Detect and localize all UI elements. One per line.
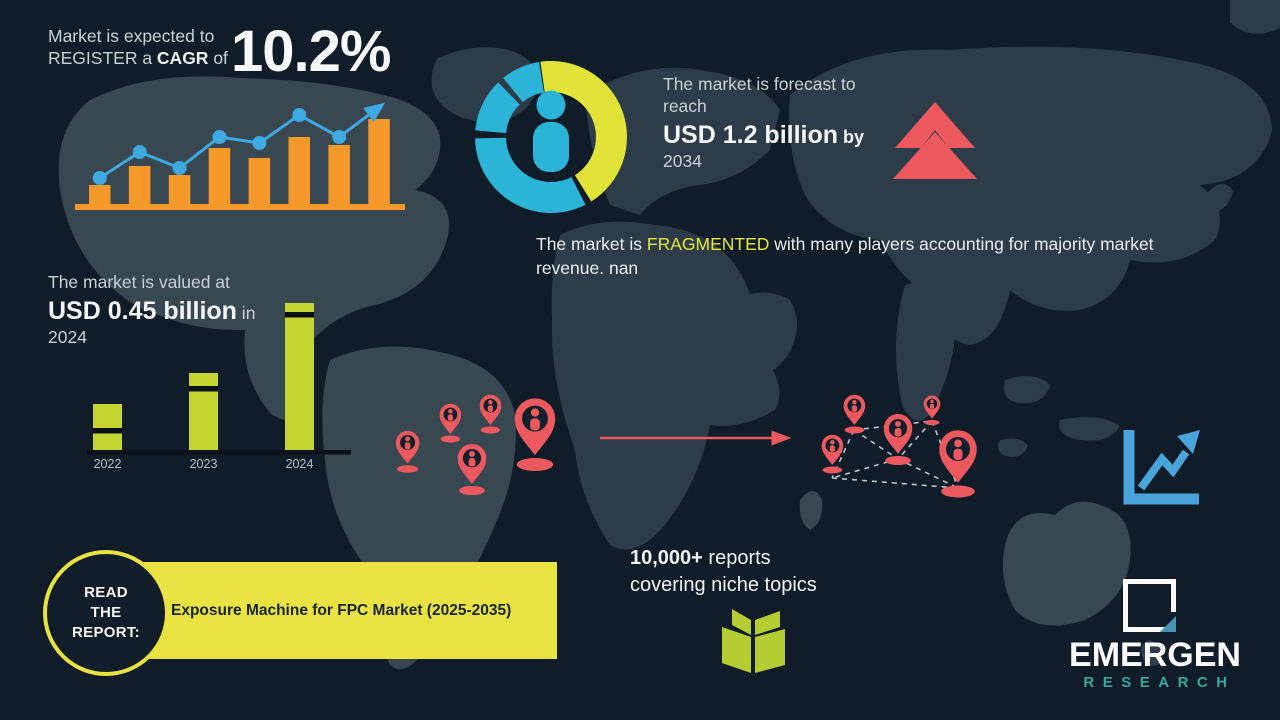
promo-line1: 10,000+ reports xyxy=(630,547,771,569)
report-title-banner[interactable]: Exposure Machine for FPC Market (2025-20… xyxy=(103,562,557,659)
person-icon xyxy=(533,90,569,172)
cagr-line1: Market is expected to xyxy=(48,26,215,46)
brand-name: EMERGEN xyxy=(1069,636,1241,674)
reports-promo: 10,000+ reports covering niche topics xyxy=(630,545,910,599)
emergen-logo xyxy=(1123,579,1176,632)
cagr-growth-bar-chart xyxy=(75,102,405,210)
valued-value: USD 0.45 billion in xyxy=(48,297,256,325)
brand-subtitle: RESEARCH xyxy=(1083,674,1236,691)
open-book-icon xyxy=(722,609,785,673)
double-up-arrow-icon xyxy=(893,102,977,179)
growth-chart-icon xyxy=(1123,430,1200,505)
market-share-donut-chart xyxy=(475,61,627,214)
cagr-line2: REGISTER a CAGR of xyxy=(48,48,228,68)
market-value-bar-chart: 2022 2023 2024 xyxy=(87,303,351,471)
read-the-report-label: READ THE REPORT: xyxy=(72,584,140,641)
forecast-value: USD 1.2 billion by xyxy=(663,121,865,149)
report-title: Exposure Machine for FPC Market (2025-20… xyxy=(171,601,512,619)
cagr-statement: Market is expected to REGISTER a CAGR of xyxy=(48,25,238,69)
forecast-statement: The market is forecast to reach USD 1.2 … xyxy=(663,73,933,172)
svg-text:2023: 2023 xyxy=(190,457,218,471)
svg-text:2022: 2022 xyxy=(94,457,122,471)
cagr-value: 10.2% xyxy=(231,19,391,84)
fragmented-highlight: FRAGMENTED xyxy=(646,234,770,254)
svg-text:2024: 2024 xyxy=(286,457,314,471)
promo-line2: covering niche topics xyxy=(630,574,817,596)
fragmented-statement: The market is FRAGMENTED with many playe… xyxy=(536,234,1154,278)
valued-statement: The market is valued at USD 0.45 billion… xyxy=(48,271,318,348)
read-the-report-badge[interactable]: READ THE REPORT: xyxy=(43,550,169,676)
